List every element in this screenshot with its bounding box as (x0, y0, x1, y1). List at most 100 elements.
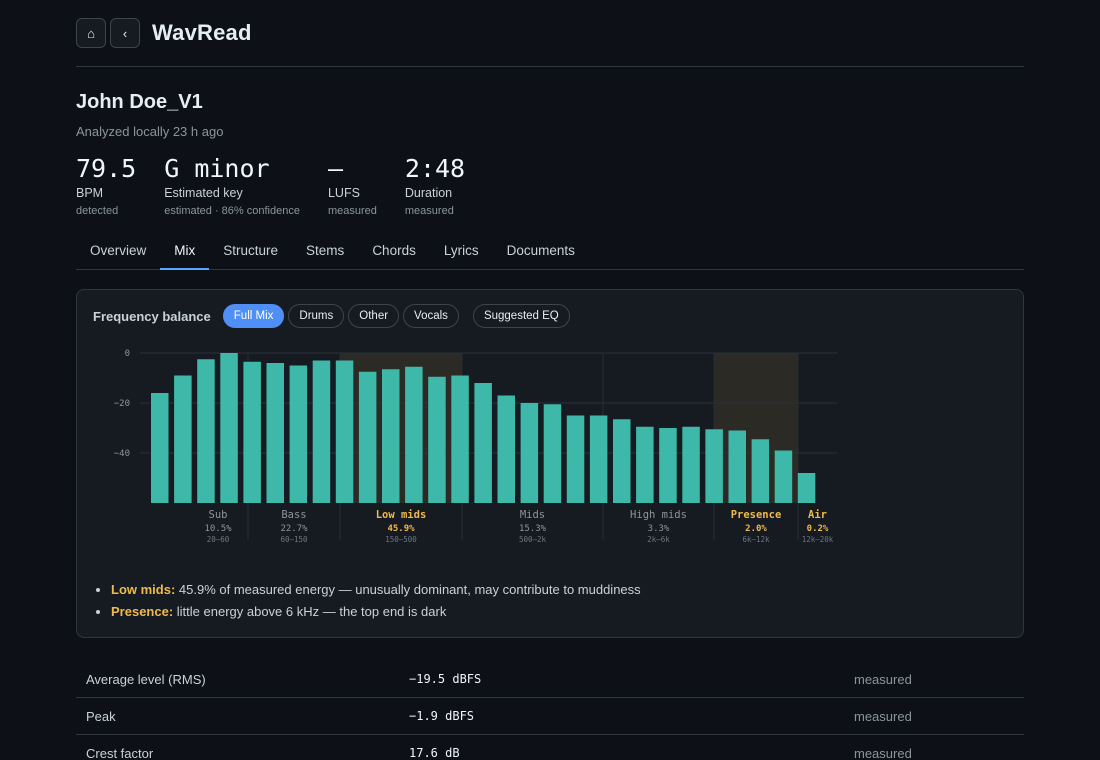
band-name-label: Mids (520, 509, 545, 521)
bar (220, 353, 238, 503)
frequency-chart: 0 −20 −40 Sub 10.5%20–60 Bass 22.7%60–150 Low m… (114, 349, 837, 544)
band-percent-label: 2.0% (745, 524, 767, 534)
tab-mix[interactable]: Mix (160, 236, 210, 270)
band-range-label: 20–60 (207, 535, 230, 544)
bar (751, 439, 770, 503)
tab-bar: Overview Mix Structure Stems Chords Lyri… (76, 236, 1024, 270)
tab-chords[interactable]: Chords (372, 243, 416, 258)
metric-value: 17.6 dB (409, 746, 460, 760)
filter-vocals[interactable]: Vocals (403, 304, 459, 328)
filter-other[interactable]: Other (348, 304, 400, 328)
stat-label: Estimated key (164, 186, 243, 200)
stat-label: BPM (76, 186, 104, 200)
metrics-table: Average level (RMS) −19.5 dBFS measured … (76, 661, 1024, 760)
bar (520, 403, 539, 503)
bar (151, 393, 169, 503)
metric-value: −1.9 dBFS (409, 709, 475, 723)
bar (705, 429, 723, 503)
bar (428, 376, 446, 503)
band-percent-label: 45.9% (387, 524, 415, 534)
band-percent-label: 10.5% (204, 524, 232, 534)
note-text: little energy above 6 kHz — the top end … (176, 604, 447, 619)
y-tick-label: −40 (114, 449, 130, 459)
bar (405, 366, 423, 503)
bar (613, 419, 631, 503)
band-range-label: 6k–12k (742, 535, 770, 544)
band-range-label: 150–500 (385, 535, 417, 544)
band-name-label: Low mids (376, 509, 427, 521)
stat-sub: estimated · 86% confidence (164, 205, 300, 217)
bar (197, 359, 215, 503)
track-title: John Doe_V1 (76, 91, 203, 113)
stat-label: LUFS (327, 186, 360, 200)
back-button[interactable]: ‹ (110, 18, 140, 48)
home-button[interactable]: ⌂ (76, 18, 106, 48)
note-label: Presence: (111, 604, 174, 619)
table-row: Crest factor 17.6 dB measured (76, 735, 1024, 760)
frequency-balance-card: 0 −20 −40 Sub 10.5% 20–60 Bass 22.7% 60–150 Low m… (76, 289, 1024, 638)
bar (382, 369, 400, 503)
stats-row: 79.5 BPM detected G minor Estimated key … (76, 154, 1024, 218)
stat-value: — (327, 154, 344, 183)
top-bar: ⌂ ‹ WavRead (76, 0, 1024, 67)
bar (243, 361, 261, 503)
metric-source: measured (854, 745, 912, 760)
bar (774, 450, 793, 503)
table-row: Average level (RMS) −19.5 dBFS measured (76, 661, 1024, 698)
tab-documents[interactable]: Documents (506, 243, 575, 258)
band-percent-label: 0.2% (807, 524, 829, 534)
band-name-label: High mids (630, 509, 687, 521)
bar (451, 375, 469, 503)
y-tick-label: −20 (114, 399, 130, 409)
tab-stems[interactable]: Stems (306, 243, 345, 258)
bar (497, 395, 515, 503)
band-name-label: Bass (281, 509, 306, 521)
stat-lufs: — LUFS measured (327, 154, 377, 218)
band-range-label: 500–2k (519, 535, 547, 544)
stat-sub: measured (404, 205, 454, 217)
band-name-label: Sub (209, 509, 228, 521)
bar (682, 426, 700, 503)
stat-value: 2:48 (404, 154, 466, 183)
table-row: Peak −1.9 dBFS measured (76, 698, 1024, 735)
stat-sub: measured (327, 205, 377, 217)
bar (636, 426, 654, 503)
metric-source: measured (854, 708, 912, 724)
filter-full-mix[interactable]: Full Mix (222, 304, 285, 328)
stat-duration: 2:48 Duration measured (404, 154, 466, 218)
home-icon: ⌂ (87, 25, 95, 41)
stat-bpm: 79.5 BPM detected (76, 156, 136, 218)
note-presence: Presence: little energy above 6 kHz — th… (111, 604, 641, 619)
band-percent-label: 15.3% (519, 524, 547, 534)
page: ⌂ ‹ WavRead John Doe_V1 Analyzed locally… (76, 0, 1024, 760)
app-title: WavRead (152, 20, 252, 45)
bar (659, 428, 677, 503)
band-range-label: 60–150 (280, 535, 308, 544)
band-range-label: 12k–20k (802, 535, 834, 544)
bar (358, 371, 377, 503)
chevron-left-icon: ‹ (122, 25, 128, 41)
band-name-label: Presence (731, 509, 782, 521)
band-range-label: 2k–6k (647, 535, 670, 544)
frequency-title: Frequency balance (93, 308, 211, 324)
metric-name: Peak (86, 708, 116, 724)
bar (543, 404, 562, 503)
y-tick-label: 0 (125, 349, 130, 359)
stat-sub: detected (76, 205, 119, 217)
filter-drums[interactable]: Drums (288, 304, 345, 328)
bar (566, 415, 585, 503)
tab-overview[interactable]: Overview (90, 243, 147, 258)
suggested-eq-button[interactable]: Suggested EQ (472, 304, 570, 328)
tab-lyrics[interactable]: Lyrics (443, 243, 479, 258)
bar (474, 383, 492, 503)
bar (728, 430, 746, 503)
metric-value: −19.5 dBFS (409, 672, 482, 686)
stat-key: G minor Estimated key estimated · 86% co… (164, 156, 300, 218)
bar (174, 375, 192, 503)
frequency-notes: Low mids: 45.9% of measured energy — unu… (111, 582, 641, 626)
tab-structure[interactable]: Structure (223, 243, 279, 258)
metric-source: measured (854, 671, 912, 687)
analyzed-note: Analyzed locally 23 h ago (76, 124, 224, 139)
metric-name: Crest factor (86, 745, 154, 760)
bar (589, 415, 608, 503)
